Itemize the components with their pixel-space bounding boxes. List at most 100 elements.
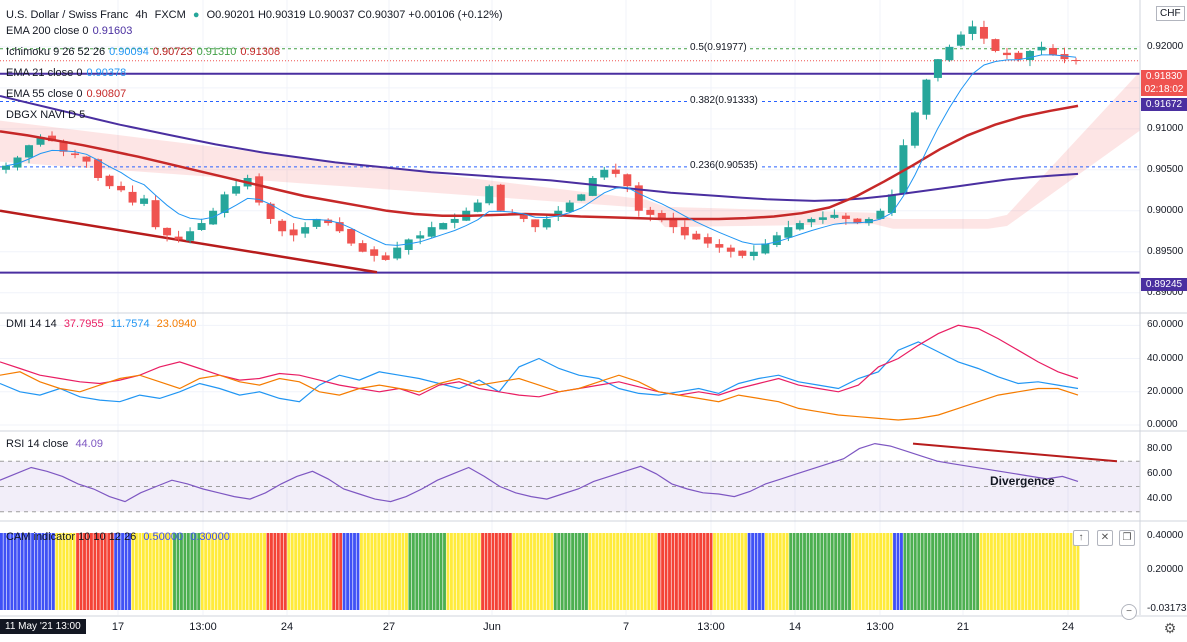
cam-bar (813, 533, 817, 610)
price-tick-label: 0.89000 (1147, 286, 1184, 298)
cam-bar (38, 533, 41, 610)
indicator-name: Ichimoku 9 26 52 26 (6, 46, 106, 58)
cam-bar (543, 533, 547, 610)
exchange: FXCM (154, 9, 186, 21)
currency-label[interactable]: CHF (1156, 6, 1185, 21)
candle-body (968, 26, 977, 34)
cam-bar (349, 533, 353, 610)
cam-bar (654, 533, 658, 610)
candle-body (48, 135, 57, 142)
cam-bar (31, 533, 35, 610)
cam-bar (477, 533, 481, 610)
cam-bar (221, 533, 225, 610)
cam-bar (775, 533, 779, 610)
candle-body (439, 223, 448, 230)
dmi-pane[interactable] (0, 324, 1079, 421)
cam-bar (657, 533, 661, 610)
minus-icon[interactable]: − (1121, 604, 1137, 620)
candle-body (807, 218, 816, 223)
candle-body (692, 233, 701, 240)
cam-bar (564, 533, 568, 610)
cam-bar (363, 533, 367, 610)
cam-bar (65, 533, 69, 610)
cam-bar (996, 533, 1000, 610)
maximize-icon[interactable]: ❐ (1119, 530, 1135, 546)
cam-bar (609, 533, 613, 610)
x-tick-label: 24 (280, 621, 294, 633)
cam-bar (1031, 533, 1035, 610)
fib-level-label: 0.5(0.91977) (688, 41, 749, 53)
cam-bar (200, 533, 204, 610)
cam-bar (737, 533, 741, 610)
ema200-line (0, 95, 1079, 202)
candle-body (381, 255, 390, 260)
cam-bar (1048, 533, 1052, 610)
cam-bar (785, 533, 789, 610)
candle-body (128, 191, 137, 203)
cam-bar (723, 533, 727, 610)
x-tick-label: 24 (1061, 621, 1075, 633)
indicator-name: EMA 200 close 0 (6, 25, 89, 37)
candle-body (738, 250, 747, 256)
candle-body (450, 218, 459, 223)
cam-bar (1069, 533, 1073, 610)
cam-bar (1014, 533, 1018, 610)
cam-bar (384, 533, 388, 610)
indicator-value: 0.91603 (92, 25, 133, 37)
candle-body (979, 26, 988, 39)
cam-bar (585, 533, 588, 610)
cam-bar (24, 533, 28, 610)
candle-body (1037, 46, 1046, 51)
cam-bar (6, 533, 10, 610)
cam-bar (671, 533, 675, 610)
cam-bar (79, 533, 83, 610)
candle-body (174, 236, 183, 240)
price-pane[interactable] (0, 0, 1140, 274)
cam-bar (508, 533, 512, 610)
cam-bar (256, 533, 260, 610)
cam-bar (1024, 533, 1028, 610)
rsi-pane[interactable] (0, 442, 1140, 513)
cam-bar (910, 533, 914, 610)
arrow-up-icon[interactable]: ↑ (1073, 530, 1089, 546)
cam-bar (328, 533, 332, 610)
cam-bar (778, 533, 782, 610)
gear-icon[interactable]: ⚙ (1162, 620, 1178, 637)
cam-bar (474, 533, 478, 610)
cam-bar (304, 533, 308, 610)
candle-body (186, 231, 195, 241)
cam-bar (938, 533, 941, 610)
cam-bar (204, 533, 208, 610)
cam-bar (633, 533, 637, 610)
candle-body (554, 210, 563, 217)
cam-bar (280, 533, 284, 610)
cam-bar (173, 533, 176, 610)
cam-bar (183, 533, 187, 610)
cam-tick-label: -0.03173 (1147, 602, 1187, 614)
cam-bar (27, 533, 31, 610)
cam-bar (211, 533, 215, 610)
candle-body (312, 218, 321, 227)
cam-bar (733, 533, 737, 610)
cam-bar (533, 533, 536, 610)
x-tick-label: 21 (956, 621, 970, 633)
cam-bar (318, 533, 322, 610)
fib-level-label: 0.236(0.90535) (688, 159, 760, 171)
candle-body (473, 202, 482, 212)
cam-bar (148, 533, 152, 610)
candle-body (669, 217, 678, 228)
cam-pane[interactable] (0, 533, 1080, 610)
cam-bar (62, 533, 66, 610)
cam-bar (456, 533, 460, 610)
x-tick-label: 7 (622, 621, 630, 633)
cam-bar (1045, 533, 1049, 610)
cam-bar (761, 533, 765, 610)
cam-bar (394, 533, 398, 610)
cam-bar (675, 533, 678, 610)
cam-bar (726, 533, 730, 610)
cam-bar (446, 533, 450, 610)
close-icon[interactable]: ✕ (1097, 530, 1113, 546)
candle-body (933, 59, 942, 78)
cam-bar (443, 533, 446, 610)
